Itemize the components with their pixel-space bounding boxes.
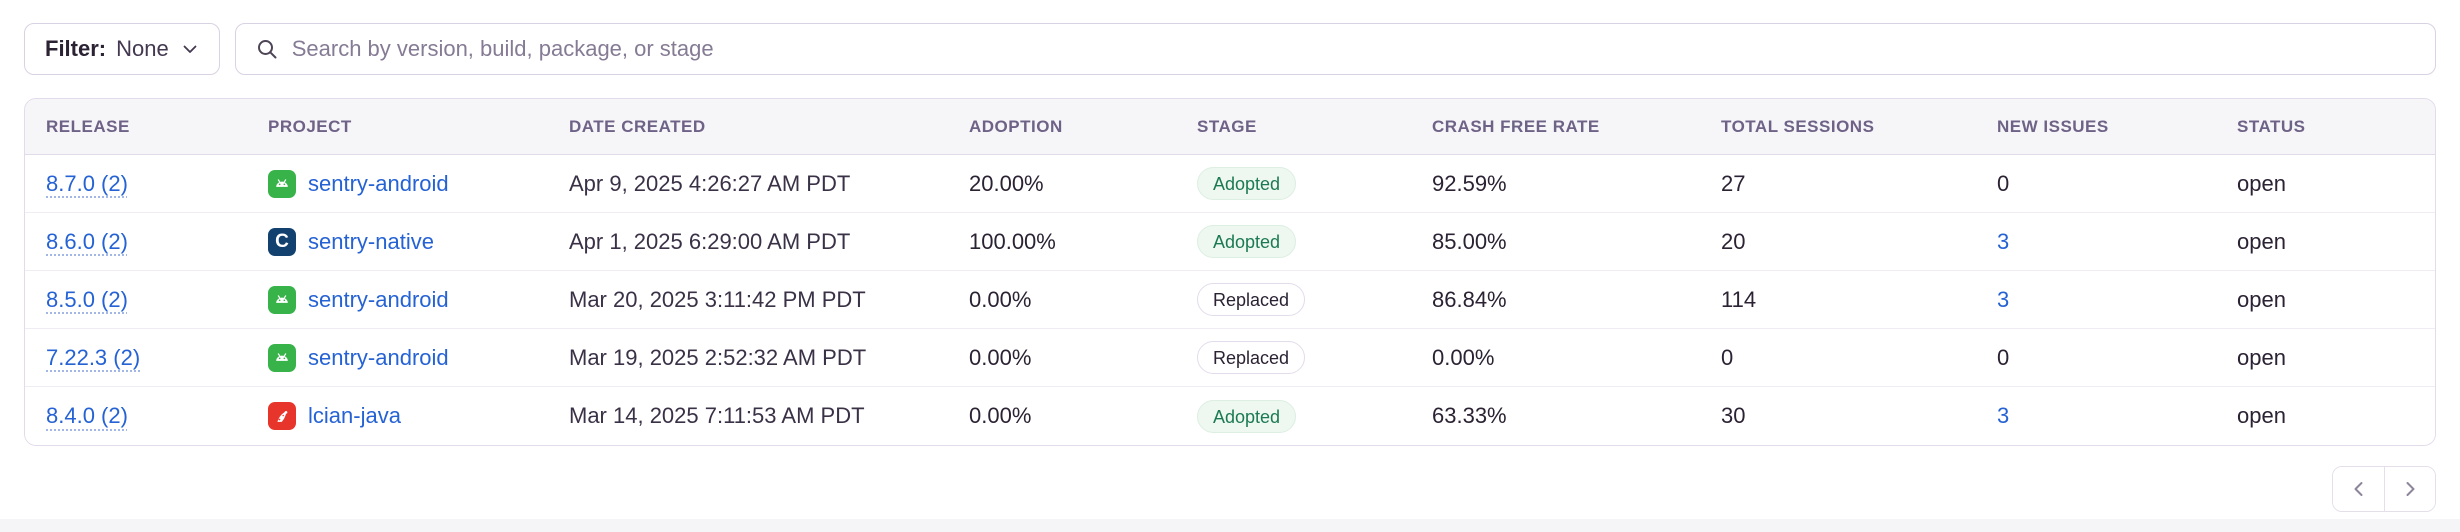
release-link[interactable]: 8.6.0 (2) [46,228,128,254]
search-bar[interactable] [234,23,2436,75]
date-created: Mar 20, 2025 3:11:42 PM PDT [569,286,866,312]
total-sessions-value: 114 [1721,286,1757,312]
status-value: open [2237,344,2286,370]
column-header-project: PROJECT [268,116,352,136]
column-header-crash-free-rate: CRASH FREE RATE [1432,116,1600,136]
column-header-new-issues: NEW ISSUES [1997,116,2109,136]
release-link[interactable]: 8.4.0 (2) [46,403,128,428]
table-row: 8.5.0 (2) sentry-android Mar 20, 2025 3:… [25,271,2435,329]
status-value: open [2237,286,2286,312]
next-page-button[interactable] [2384,467,2435,511]
android-icon [268,169,296,198]
table-row: 7.22.3 (2) sentry-android Mar 19, 2025 2… [25,329,2435,387]
table-row: 8.6.0 (2) C sentry-native Apr 1, 2025 6:… [25,213,2435,271]
project-link[interactable]: sentry-android [308,344,449,370]
total-sessions-value: 27 [1721,170,1746,196]
table-header-row: RELEASE PROJECT DATE CREATED ADOPTION ST… [25,99,2435,155]
chevron-left-icon [2354,482,2362,496]
adoption-value: 0.00% [969,344,1032,370]
total-sessions-value: 30 [1721,403,1746,428]
crash-free-rate-value: 63.33% [1432,403,1507,428]
column-header-date-created: DATE CREATED [569,116,706,136]
bottom-strip [0,519,2460,532]
total-sessions-value: 0 [1721,344,1734,370]
release-link[interactable]: 8.7.0 (2) [46,170,128,196]
stage-badge: Replaced [1197,283,1306,316]
date-created: Mar 19, 2025 2:52:32 AM PDT [569,344,867,370]
adoption-value: 20.00% [969,170,1044,196]
toolbar: Filter: None [0,0,2460,75]
new-issues-link[interactable]: 3 [1997,286,2010,312]
android-icon [268,343,296,372]
c-language-icon: C [268,227,296,256]
column-header-stage: STAGE [1197,116,1257,136]
new-issues-link[interactable]: 3 [1997,228,2010,254]
status-value: open [2237,228,2286,254]
new-issues-link[interactable]: 3 [1997,403,2010,428]
search-icon [257,40,277,59]
table-row: 8.4.0 (2) lcian-java Mar 14, 2025 7:11:5… [25,387,2435,445]
search-input[interactable] [291,36,2416,62]
release-link[interactable]: 8.5.0 (2) [46,286,128,312]
adoption-value: 0.00% [969,286,1032,312]
date-created: Mar 14, 2025 7:11:53 AM PDT [569,403,865,428]
adoption-value: 0.00% [969,403,1032,428]
filter-label: Filter: [45,36,107,61]
new-issues-value: 0 [1997,344,2010,370]
project-link[interactable]: lcian-java [308,403,401,428]
date-created: Apr 9, 2025 4:26:27 AM PDT [569,170,851,196]
chevron-right-icon [2406,482,2415,496]
releases-table: RELEASE PROJECT DATE CREATED ADOPTION ST… [24,98,2436,446]
column-header-release: RELEASE [46,116,130,136]
filter-value: None [116,36,169,61]
crash-free-rate-value: 0.00% [1432,344,1495,370]
new-issues-value: 0 [1997,170,2010,196]
project-link[interactable]: sentry-native [308,228,434,254]
total-sessions-value: 20 [1721,228,1746,254]
project-link[interactable]: sentry-android [308,286,449,312]
date-created: Apr 1, 2025 6:29:00 AM PDT [569,228,851,254]
status-value: open [2237,403,2286,428]
chevron-down-icon [183,45,197,53]
table-row: 8.7.0 (2) sentry-android Apr 9, 2025 4:2… [25,155,2435,213]
crash-free-rate-value: 92.59% [1432,170,1507,196]
stage-badge: Adopted [1197,167,1297,200]
status-value: open [2237,170,2286,196]
project-link[interactable]: sentry-android [308,170,449,196]
android-icon [268,285,296,314]
column-header-adoption: ADOPTION [969,116,1063,136]
stage-badge: Adopted [1197,225,1297,258]
stage-badge: Adopted [1197,399,1297,433]
filter-dropdown[interactable]: Filter: None [24,23,220,75]
previous-page-button[interactable] [2333,467,2384,511]
stage-badge: Replaced [1197,341,1306,374]
adoption-value: 100.00% [969,228,1056,254]
crash-free-rate-value: 85.00% [1432,228,1507,254]
pagination [24,466,2436,512]
java-icon [268,402,296,430]
release-link[interactable]: 7.22.3 (2) [46,344,141,370]
crash-free-rate-value: 86.84% [1432,286,1507,312]
column-header-status: STATUS [2237,116,2306,136]
column-header-total-sessions: TOTAL SESSIONS [1721,116,1875,136]
